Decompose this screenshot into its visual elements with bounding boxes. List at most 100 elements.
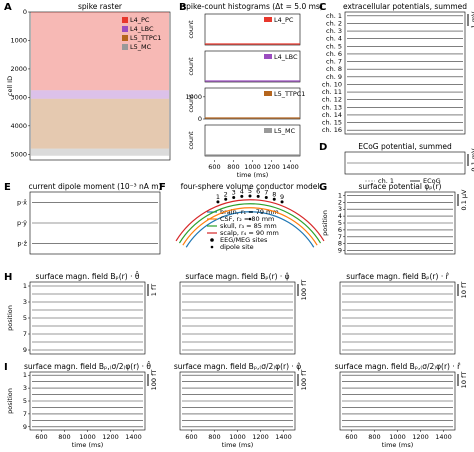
- channel-label: ch. 3: [326, 27, 342, 35]
- scale-label: 0.1 mV: [470, 148, 474, 172]
- x-axis-label: time (ms): [222, 441, 254, 449]
- axes-frame: [344, 151, 466, 175]
- panel-letter: G: [319, 182, 327, 193]
- channel-label: p·x̂: [17, 198, 27, 206]
- axes-frame: [29, 191, 161, 255]
- x-tick-label: 1400: [125, 433, 142, 441]
- scale-label: 100 fT: [300, 370, 308, 391]
- y-tick-label: 1000: [10, 36, 27, 44]
- legend-label: dipole site: [220, 243, 254, 251]
- site-label: 4: [240, 187, 244, 195]
- y-tick-label: 1: [23, 282, 27, 290]
- panel-title: four-sphere volume conductor model: [181, 182, 320, 191]
- y-tick-label: 5: [23, 397, 27, 405]
- y-tick-label: 0: [198, 115, 202, 123]
- population-band: [31, 98, 169, 149]
- y-tick-label: 7: [23, 410, 27, 418]
- y-tick-label: 3: [338, 205, 342, 213]
- channel-label: ch. 13: [322, 103, 342, 111]
- x-tick-label: 1200: [252, 433, 269, 441]
- channel-label: ch. 6: [326, 50, 342, 58]
- y-axis-label: count: [187, 57, 195, 76]
- y-axis-label: count: [187, 131, 195, 150]
- site-label: 7: [264, 188, 268, 196]
- y-axis-label: position: [321, 210, 329, 236]
- population-band: [31, 90, 169, 99]
- legend-label: L5_MC: [130, 43, 152, 51]
- axes-frame: [204, 13, 301, 46]
- y-tick-label: 4000: [10, 122, 27, 130]
- legend-marker: [210, 238, 214, 242]
- panel-letter: B: [179, 2, 187, 13]
- channel-label: ch. 4: [326, 35, 342, 43]
- legend-swatch: [264, 91, 272, 96]
- axes-frame: [204, 87, 301, 120]
- channel-label: ch. 10: [322, 80, 342, 88]
- legend-swatch: [122, 44, 128, 50]
- y-axis-label: position: [6, 388, 14, 414]
- channel-label: ch. 12: [322, 96, 342, 104]
- axes-frame: [29, 11, 171, 161]
- x-tick-label: 1200: [263, 163, 280, 171]
- x-tick-label: 800: [227, 163, 239, 171]
- channel-label: ch. 15: [322, 119, 342, 127]
- y-axis-label: cell ID: [6, 76, 14, 96]
- panel-letter: D: [319, 142, 327, 153]
- y-tick-label: 5: [23, 314, 27, 322]
- channel-label: ch. 16: [322, 126, 342, 134]
- y-tick-label: 1: [23, 371, 27, 379]
- y-axis-label: count: [187, 20, 195, 39]
- legend-label: L4_PC: [274, 16, 294, 24]
- site: [224, 197, 228, 201]
- y-tick-label: 1000: [185, 93, 202, 101]
- scale-label: 10 fT: [460, 282, 468, 299]
- x-tick-label: 600: [35, 433, 47, 441]
- channel-label: ch. 2: [326, 19, 342, 27]
- panel-letter: A: [4, 2, 12, 13]
- legend-label: ch. 1: [378, 177, 394, 185]
- x-tick-label: 1000: [229, 433, 246, 441]
- y-tick-label: 7: [23, 330, 27, 338]
- legend-swatch: [264, 17, 272, 22]
- x-tick-label: 1400: [435, 433, 452, 441]
- y-tick-label: 3000: [10, 93, 27, 101]
- channel-label: ch. 11: [322, 88, 342, 96]
- panel-title: surface magn. field Bₚ(r) · r̂: [346, 272, 449, 281]
- panel-title: surface potential φₚ(r): [359, 182, 442, 191]
- y-axis-label: position: [6, 305, 14, 331]
- legend-label: L5_MC: [274, 127, 296, 135]
- y-tick-label: 9: [23, 423, 27, 431]
- dipole-site: [248, 217, 252, 221]
- legend-label: L5_TTPC1: [274, 90, 305, 98]
- site: [264, 195, 268, 199]
- site: [272, 197, 276, 201]
- site: [280, 200, 284, 204]
- channel-label: p·ŷ: [17, 219, 27, 227]
- sphere-shell: [185, 211, 315, 248]
- site-label: 2: [224, 190, 228, 198]
- site: [256, 194, 260, 198]
- site-label: 6: [256, 187, 260, 195]
- y-tick-label: 1: [338, 191, 342, 199]
- site: [240, 194, 244, 198]
- x-tick-label: 600: [208, 163, 220, 171]
- y-tick-label: 6: [338, 226, 342, 234]
- x-tick-label: 600: [345, 433, 357, 441]
- legend-label: CSF, r₂ = 80 mm: [220, 215, 274, 223]
- panel-title: extracellular potentials, summed: [343, 2, 467, 11]
- panel-title: surface magn. field Bₚ,₍σ/2₎φ(r) · φ̂: [174, 362, 301, 371]
- axes-frame: [344, 11, 466, 135]
- panel-letter: F: [159, 182, 166, 193]
- y-axis-label: count: [187, 94, 195, 113]
- y-tick-label: 7: [338, 233, 342, 241]
- legend-label: scalp, r₄ = 90 mm: [220, 229, 279, 237]
- legend-label: L4_LBC: [130, 25, 154, 33]
- site: [232, 195, 236, 199]
- legend-swatch: [122, 35, 128, 41]
- legend-swatch: [264, 54, 272, 59]
- y-tick-label: 2: [338, 198, 342, 206]
- x-tick-label: 1000: [244, 163, 261, 171]
- x-tick-label: 800: [368, 433, 380, 441]
- y-tick-label: 2000: [10, 65, 27, 73]
- site-label: 3: [232, 188, 236, 196]
